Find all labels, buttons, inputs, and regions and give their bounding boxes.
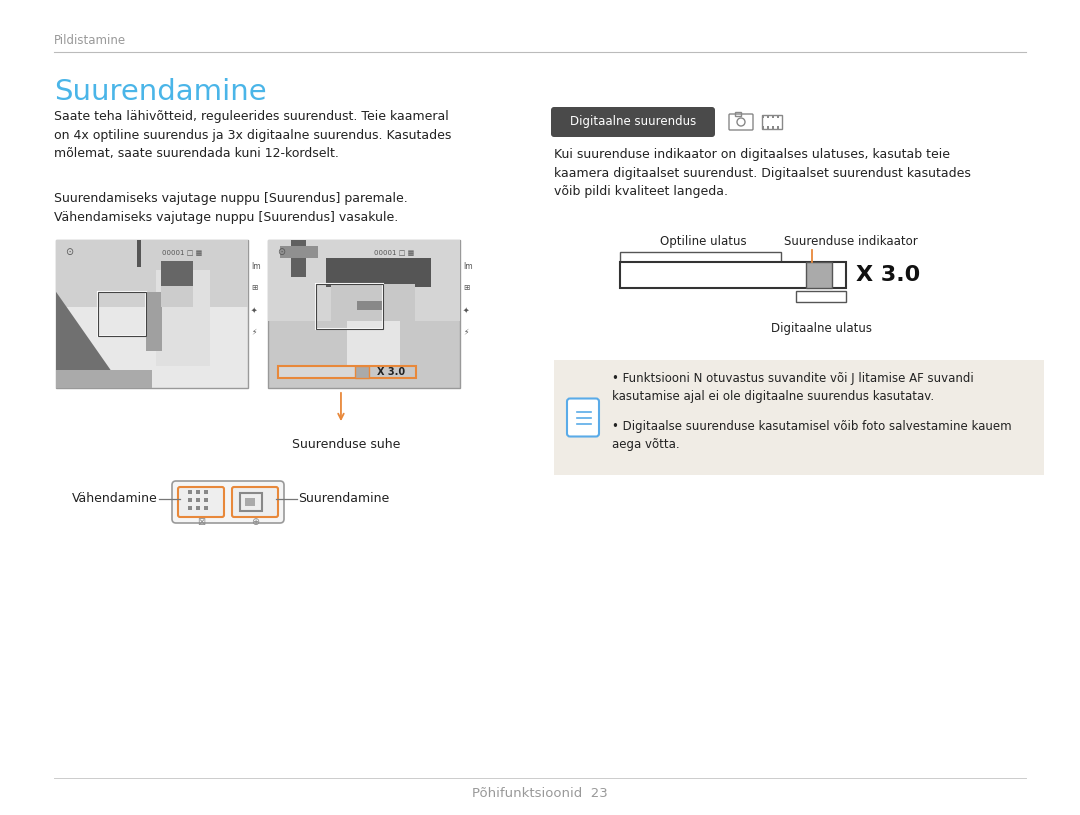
Text: Suurenduse indikaator: Suurenduse indikaator xyxy=(784,235,918,248)
Bar xyxy=(316,284,383,328)
Text: ⊞: ⊞ xyxy=(463,283,470,292)
FancyBboxPatch shape xyxy=(232,487,278,517)
Bar xyxy=(204,498,208,502)
Text: Suurendamine: Suurendamine xyxy=(54,78,267,106)
Text: Suurendamine: Suurendamine xyxy=(298,492,389,505)
Text: Im: Im xyxy=(251,262,260,271)
Bar xyxy=(554,360,1044,475)
Bar xyxy=(762,115,764,118)
Bar xyxy=(268,240,460,321)
FancyBboxPatch shape xyxy=(178,487,224,517)
Bar xyxy=(325,258,431,288)
Bar xyxy=(762,126,764,129)
Bar xyxy=(278,366,357,377)
Bar xyxy=(56,240,248,388)
Polygon shape xyxy=(56,292,123,388)
Text: 00001 □ ▦: 00001 □ ▦ xyxy=(162,249,202,255)
Bar xyxy=(620,262,847,288)
Text: Põhifunktsioonid  23: Põhifunktsioonid 23 xyxy=(472,787,608,800)
Bar xyxy=(278,366,416,377)
Text: ⊕: ⊕ xyxy=(251,517,259,527)
Text: Digitaalne ulatus: Digitaalne ulatus xyxy=(771,322,872,335)
Bar xyxy=(56,240,248,306)
Bar xyxy=(245,498,255,506)
Bar xyxy=(195,490,200,494)
Text: ⊙: ⊙ xyxy=(66,247,73,257)
Bar xyxy=(280,246,318,258)
Bar xyxy=(777,126,779,129)
Text: ⊞: ⊞ xyxy=(251,283,257,292)
Bar xyxy=(767,126,769,129)
Bar xyxy=(767,115,769,118)
Text: ⚡: ⚡ xyxy=(463,328,469,337)
Text: • Funktsiooni N otuvastus suvandite või J litamise AF suvandi
kasutamise ajal ei: • Funktsiooni N otuvastus suvandite või … xyxy=(612,372,974,403)
Text: ⊠: ⊠ xyxy=(197,517,205,527)
Bar xyxy=(161,286,193,306)
Bar xyxy=(347,321,400,366)
Bar xyxy=(56,370,152,388)
Text: Optiline ulatus: Optiline ulatus xyxy=(660,235,747,248)
Bar xyxy=(357,301,383,310)
Bar xyxy=(188,506,192,510)
Bar xyxy=(735,112,741,116)
Text: ⊙: ⊙ xyxy=(278,247,286,257)
Bar xyxy=(204,490,208,494)
Text: ⚡: ⚡ xyxy=(251,328,256,337)
Text: Suurenduse suhe: Suurenduse suhe xyxy=(292,438,401,451)
Text: Kui suurenduse indikaator on digitaalses ulatuses, kasutab teie
kaamera digitaal: Kui suurenduse indikaator on digitaalses… xyxy=(554,148,971,198)
Bar xyxy=(188,498,192,502)
Bar xyxy=(188,490,192,494)
Bar xyxy=(146,292,162,351)
Text: X 3.0: X 3.0 xyxy=(855,265,920,285)
FancyBboxPatch shape xyxy=(172,481,284,523)
Text: • Digitaalse suurenduse kasutamisel võib foto salvestamine kauem
aega võtta.: • Digitaalse suurenduse kasutamisel võib… xyxy=(612,420,1012,451)
FancyBboxPatch shape xyxy=(567,399,599,437)
Bar xyxy=(156,270,210,366)
Bar xyxy=(268,240,460,388)
Bar xyxy=(772,115,774,118)
Text: Im: Im xyxy=(463,262,473,271)
Bar xyxy=(620,252,781,262)
Bar xyxy=(772,126,774,129)
Bar xyxy=(291,240,307,277)
Text: Pildistamine: Pildistamine xyxy=(54,34,126,47)
Text: X 3.0: X 3.0 xyxy=(377,367,405,377)
Bar xyxy=(330,284,416,321)
Bar xyxy=(777,115,779,118)
Text: Saate teha lähivõtteid, reguleerides suurendust. Teie kaameral
on 4x optiline su: Saate teha lähivõtteid, reguleerides suu… xyxy=(54,110,451,160)
Bar xyxy=(806,262,832,288)
Text: Suurendamiseks vajutage nuppu [Suurendus] paremale.
Vähendamiseks vajutage nuppu: Suurendamiseks vajutage nuppu [Suurendus… xyxy=(54,192,408,223)
Bar xyxy=(98,292,146,337)
Text: 00001 □ ▦: 00001 □ ▦ xyxy=(374,249,414,255)
Bar xyxy=(796,291,847,302)
Bar xyxy=(161,261,193,288)
Bar xyxy=(137,240,141,267)
Bar xyxy=(762,115,782,129)
Text: Digitaalne suurendus: Digitaalne suurendus xyxy=(570,116,697,129)
Bar xyxy=(195,506,200,510)
Bar xyxy=(316,284,383,328)
Text: Vähendamine: Vähendamine xyxy=(72,492,158,505)
Text: ✦: ✦ xyxy=(463,305,470,314)
Bar xyxy=(195,498,200,502)
Bar xyxy=(98,292,146,337)
Text: ✦: ✦ xyxy=(251,305,257,314)
Bar xyxy=(240,493,262,511)
FancyBboxPatch shape xyxy=(551,107,715,137)
Bar xyxy=(204,506,208,510)
Bar xyxy=(355,366,369,377)
